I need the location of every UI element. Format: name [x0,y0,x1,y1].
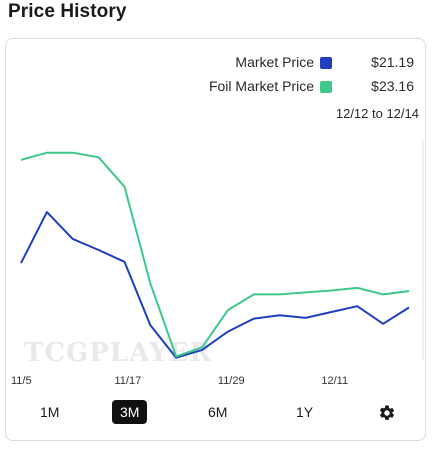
legend-market-price: Market Price $21.19 [6,54,414,74]
date-range: 12/12 to 12/14 [335,106,419,121]
x-tick-label: 11/5 [11,375,32,387]
legend-swatch-market [320,57,332,69]
range-selector: 1M 3M 6M 1Y [6,398,427,428]
watermark-logo: TCGPLAYER [24,338,212,368]
page-title: Price History [8,1,127,22]
series-line-foil-market-price [20,151,410,358]
legend-swatch-foil [320,81,332,93]
price-history-card: Market Price $21.19 Foil Market Price $2… [5,38,426,441]
legend-foil-market-price: Foil Market Price $23.16 [6,78,414,98]
x-tick-label: 12/11 [321,375,348,387]
series-line-market-price [20,211,410,359]
legend-value: $23.16 [371,78,414,94]
x-tick-label: 11/17 [115,375,142,387]
range-6m-button[interactable]: 6M [208,404,228,420]
legend-value: $21.19 [371,54,414,70]
range-1y-button[interactable]: 1Y [296,404,314,420]
range-3m-button[interactable]: 3M [112,400,148,424]
x-tick-label: 11/29 [218,375,245,387]
price-chart: TCGPLAYER 11/5 11/17 11/29 12/11 [11,139,424,387]
legend-label: Market Price [235,54,314,70]
gear-icon[interactable] [378,404,396,422]
range-1m-button[interactable]: 1M [40,404,60,420]
legend-label: Foil Market Price [208,78,314,94]
